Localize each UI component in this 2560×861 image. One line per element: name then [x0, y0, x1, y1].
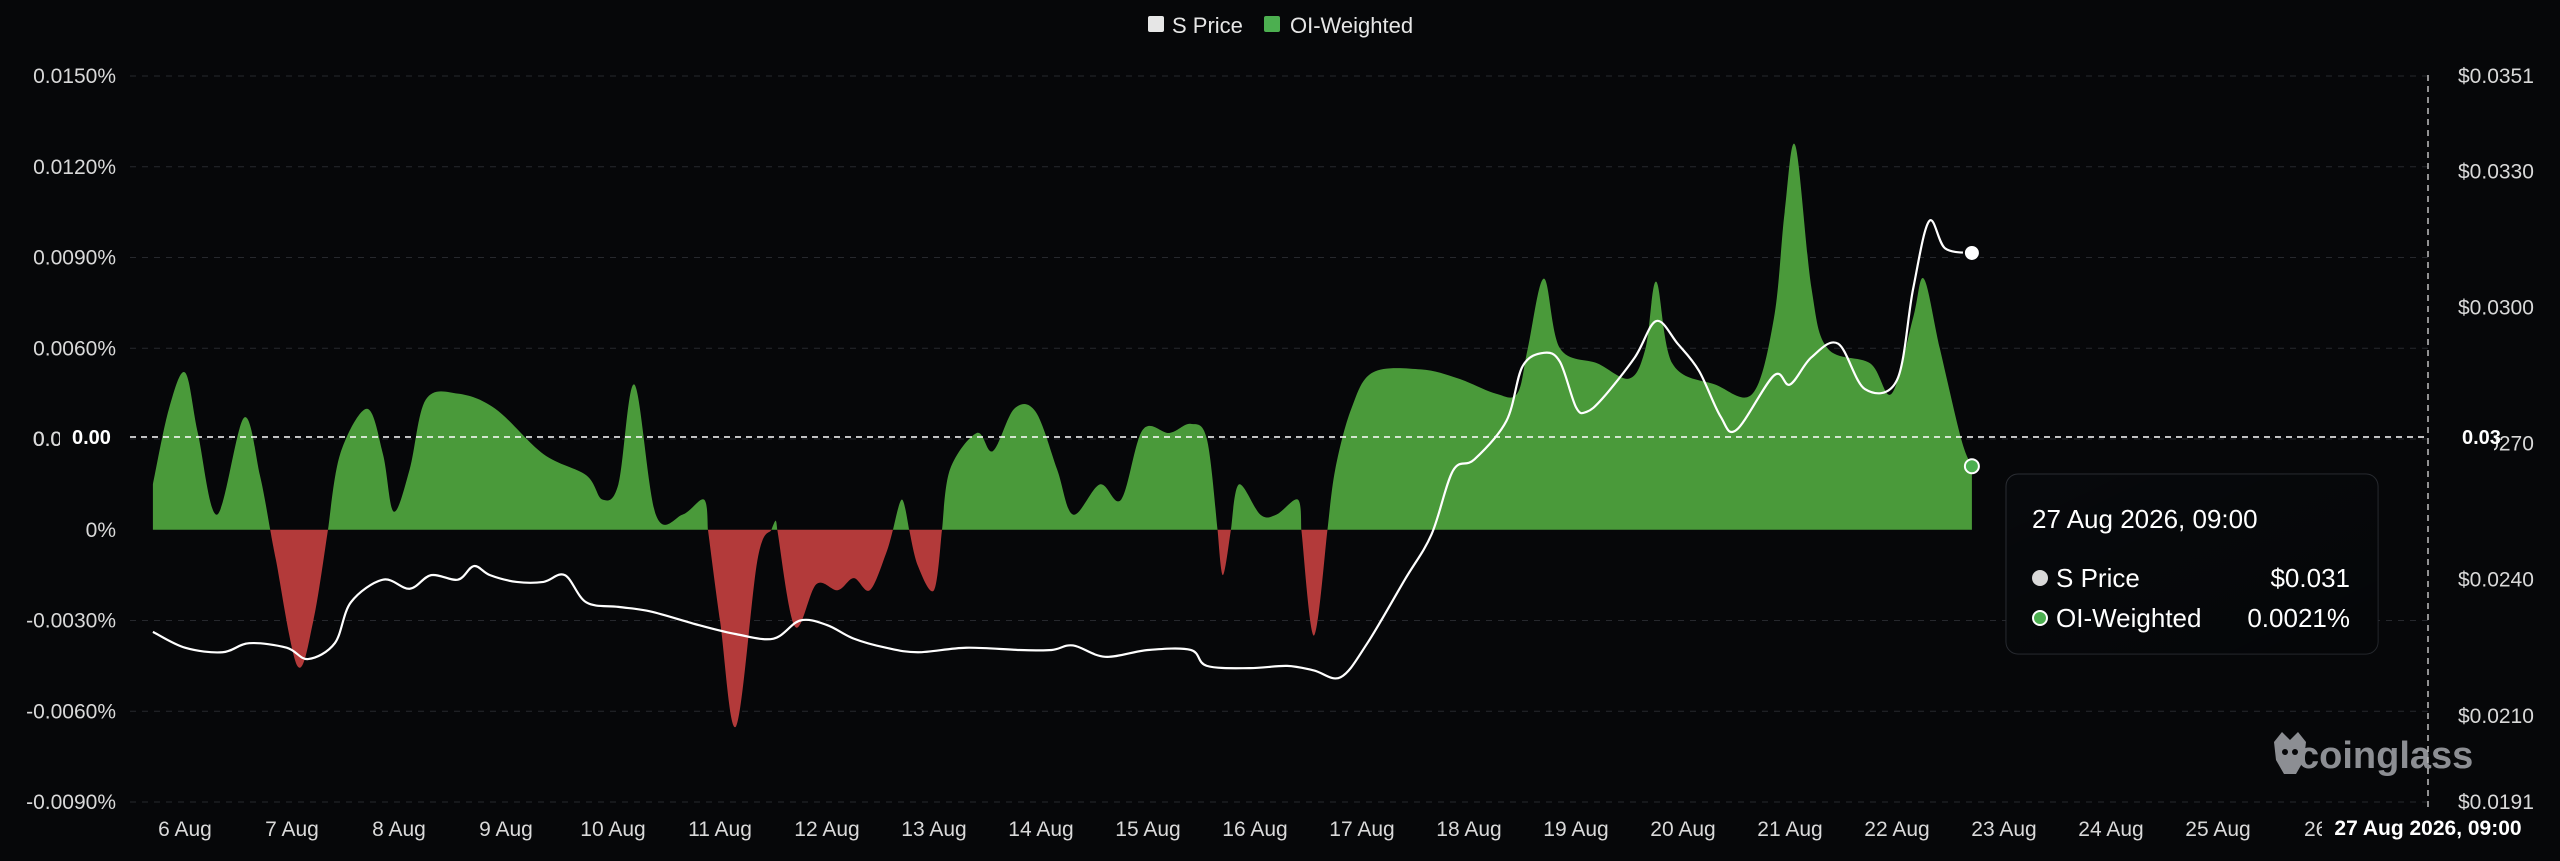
y-left-tick: 0% — [86, 519, 116, 542]
oi-positive-area — [152, 371, 271, 530]
oi-negative-area — [1301, 529, 1328, 636]
tooltip-price-value: $0.031 — [2270, 563, 2350, 593]
crosshair-right-label: 0.03 — [2462, 427, 2501, 449]
x-tick: 24 Aug — [2078, 818, 2143, 841]
x-tick: 20 Aug — [1650, 818, 1715, 841]
x-tick: 16 Aug — [1222, 818, 1287, 841]
tooltip-oi-value: 0.0021% — [2247, 603, 2350, 633]
y-left-tick: 0.0120% — [33, 156, 116, 179]
x-tick: 22 Aug — [1864, 818, 1929, 841]
tooltip-title: 27 Aug 2026, 09:00 — [2032, 504, 2258, 534]
coinglass-logo-icon — [2274, 732, 2306, 774]
x-tick: 21 Aug — [1757, 818, 1822, 841]
tooltip: 27 Aug 2026, 09:00 S Price $0.031 OI-Wei… — [2005, 473, 2379, 655]
x-tick: 14 Aug — [1008, 818, 1073, 841]
chart-legend[interactable]: S Price OI-Weighted — [1148, 13, 1413, 38]
oi-positive-area — [771, 520, 778, 530]
x-tick: 17 Aug — [1329, 818, 1394, 841]
x-tick: 18 Aug — [1436, 818, 1501, 841]
oi-positive-area — [942, 403, 1218, 530]
y-left-tick: -0.0030% — [26, 610, 116, 633]
oi-negative-area — [1217, 529, 1231, 576]
crosshair-x-tag — [2322, 810, 2534, 844]
legend-price-label: S Price — [1172, 13, 1243, 38]
x-tick: 13 Aug — [901, 818, 966, 841]
oi-positive-area — [327, 384, 708, 530]
y-left-tick: 0.0150% — [33, 65, 116, 88]
crosshair: 0.0 0.00 70 0.03 27 Aug 2026, 09:00 — [0, 75, 2534, 844]
oi-marker — [1963, 458, 1980, 475]
x-tick: 15 Aug — [1115, 818, 1180, 841]
y-right-tick: $0.0351 — [2458, 65, 2534, 88]
oi-positive-area — [1327, 143, 1972, 530]
x-tick: 25 Aug — [2185, 818, 2250, 841]
price-marker — [1962, 243, 1981, 262]
oi-negative-area — [707, 529, 772, 728]
x-tick: 19 Aug — [1543, 818, 1608, 841]
oi-positive-area — [1230, 484, 1302, 530]
x-tick: 23 Aug — [1971, 818, 2036, 841]
y-left-tick: -0.0090% — [26, 791, 116, 814]
left-ghost-label: 0.0 — [33, 428, 62, 451]
price-line — [152, 219, 1973, 680]
crosshair-right-tag — [2440, 420, 2494, 454]
x-axis: 6 Aug 7 Aug 8 Aug 9 Aug 10 Aug 11 Aug 12 Aug 13… — [158, 818, 2346, 841]
y-right-tick: $0.0330 — [2458, 160, 2534, 183]
y-right-tick: $0.0210 — [2458, 705, 2534, 728]
y-left-tick: 0.0060% — [33, 337, 116, 360]
y-right-tick: $0.0300 — [2458, 296, 2534, 319]
oi-weighted-area — [152, 143, 1972, 728]
right-axis: $0.0351$0.0330$0.0300$0.0270$0.0240$0.02… — [2458, 65, 2534, 814]
legend-oi-label: OI-Weighted — [1290, 13, 1413, 38]
tooltip-price-dot — [2032, 570, 2048, 586]
y-right-tick: $0.0240 — [2458, 569, 2534, 592]
left-axis: 0.0150%0.0120%0.0090%0.0060%0.0030%0%-0.… — [26, 65, 116, 814]
price-line-path — [152, 219, 1973, 680]
legend-oi-swatch — [1264, 16, 1280, 32]
x-tick: 8 Aug — [372, 818, 426, 841]
tooltip-oi-label: OI-Weighted — [2056, 603, 2201, 633]
oi-positive-area — [892, 499, 910, 530]
y-right-tick: $0.0191 — [2458, 791, 2534, 814]
y-left-tick: 0.0090% — [33, 247, 116, 270]
x-tick: 12 Aug — [794, 818, 859, 841]
oi-negative-area — [777, 529, 893, 628]
oi-negative-area — [270, 529, 328, 668]
crosshair-left-label: 0.00 — [72, 427, 111, 449]
crosshair-x-label: 27 Aug 2026, 09:00 — [2334, 817, 2521, 840]
crosshair-left-tag — [60, 420, 124, 454]
x-tick: 10 Aug — [580, 818, 645, 841]
oi-negative-area — [909, 529, 943, 592]
x-tick: 6 Aug — [158, 818, 212, 841]
y-left-tick: -0.0060% — [26, 700, 116, 723]
tooltip-oi-dot — [2032, 610, 2048, 626]
x-tick: 7 Aug — [265, 818, 319, 841]
x-tick: 9 Aug — [479, 818, 533, 841]
coinglass-watermark: coinglass — [2274, 732, 2473, 777]
x-tick: 11 Aug — [688, 818, 752, 841]
svg-text:coinglass: coinglass — [2298, 735, 2473, 777]
tooltip-price-label: S Price — [2056, 563, 2140, 593]
legend-price-swatch — [1148, 16, 1164, 32]
